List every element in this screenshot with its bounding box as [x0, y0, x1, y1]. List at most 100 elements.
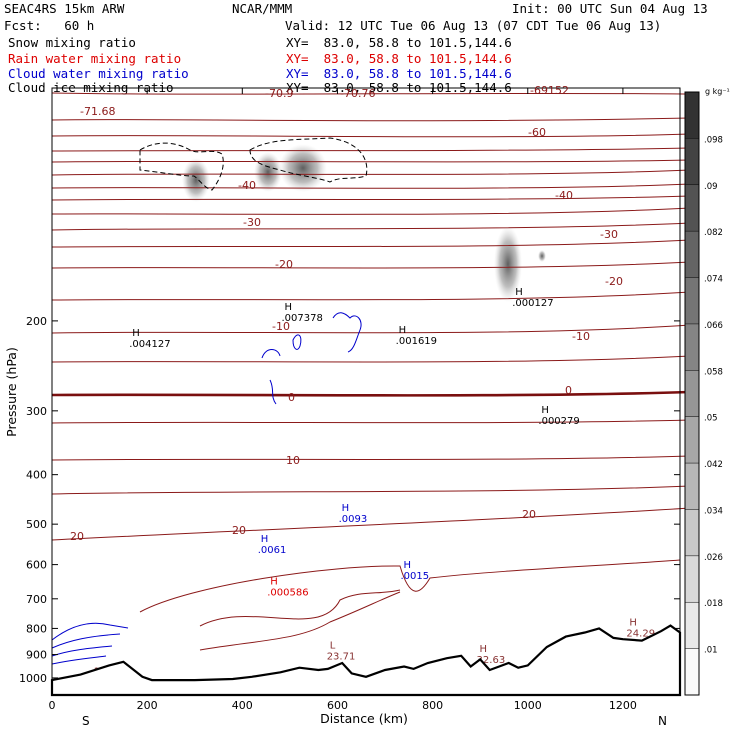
x-tick-label: 1000: [514, 699, 542, 712]
extremum-value: .0093: [339, 514, 368, 525]
mixing-ratio-shading: [182, 144, 546, 302]
colorbar-swatch: [685, 648, 699, 695]
x-tick-label: 800: [422, 699, 443, 712]
contour-label: 20: [522, 508, 536, 521]
extremum-marker: H: [285, 302, 293, 313]
colorbar-label: .042: [704, 460, 723, 470]
extremum-value: .000127: [512, 298, 553, 309]
isotherm: [51, 159, 691, 163]
isotherm: [51, 355, 691, 363]
y-tick-label: 900: [26, 649, 47, 662]
isotherm: [51, 507, 691, 541]
contour-label: 20: [70, 530, 84, 543]
isotherm: [51, 419, 691, 424]
x-tick-label: 200: [137, 699, 158, 712]
x-tick-label: 600: [327, 699, 348, 712]
extremum-marker: L: [330, 640, 336, 651]
contour-label: -60: [528, 126, 546, 139]
x-tick-label: 1200: [609, 699, 637, 712]
colorbar-label: .026: [704, 553, 723, 563]
axis-ticks: 0 200 400 600 800 1000 12002003004005006007008…: [19, 88, 680, 712]
isotherm: [51, 183, 691, 189]
colorbar-swatch: [685, 463, 699, 510]
cloud-contour: [51, 622, 129, 641]
isotherm-warm: [199, 591, 401, 651]
extremum-marker: H: [342, 503, 350, 514]
extremum-value: .000586: [267, 588, 308, 599]
colorbar-label: .05: [704, 414, 718, 424]
colorbar-label: .058: [704, 367, 723, 377]
isotherm-warm: [139, 559, 681, 613]
colorbar-swatch: [685, 323, 699, 371]
isotherm: [51, 485, 691, 495]
colorbar: .01 .018 .026 .034 .042 .05 .058 .066 .074 .082 .0…: [684, 91, 723, 696]
x-end-left: S: [82, 714, 90, 728]
shading-blob: [538, 250, 546, 262]
isotherm: [51, 324, 691, 334]
valid-time: Valid: 12 UTC Tue 06 Aug 13 (07 CDT Tue …: [285, 18, 662, 33]
axes-frame: [51, 87, 681, 696]
y-tick-label: 300: [26, 405, 47, 418]
contour-label: -70.76: [340, 87, 375, 100]
cloud-contour: [51, 645, 113, 657]
extremum-value: 32.63: [477, 655, 506, 666]
cloud-contour: [332, 312, 362, 353]
extremum-value: .0061: [258, 545, 287, 556]
colorbar-swatch: [685, 277, 699, 324]
colorbar-label: .034: [704, 506, 723, 516]
model-title: SEAC4RS 15km ARW: [4, 1, 125, 16]
contour-label: 10: [286, 454, 300, 467]
contour-label: 0: [565, 384, 572, 397]
extremum-marker: H: [270, 577, 278, 588]
colorbar-label: .018: [704, 599, 723, 609]
contour-label: -40: [238, 179, 256, 192]
extremum-marker: H: [541, 405, 549, 416]
field-cloud-name: Cloud water mixing ratio: [8, 66, 189, 81]
y-tick-label: 600: [26, 559, 47, 572]
contour-label: -30: [243, 216, 261, 229]
extremum-marker: H: [629, 618, 637, 629]
colorbar-swatch: [685, 370, 699, 417]
field-rain-xy: XY= 83.0, 58.8 to 101.5,144.6: [286, 51, 512, 66]
extrema-labels: H.004127H.007378H.001619H.000127H.000279…: [94, 287, 655, 678]
colorbar-swatch: [685, 509, 699, 556]
isotherm-warm: [199, 589, 401, 627]
contour-label: -10: [272, 320, 290, 333]
colorbar-swatch: [685, 92, 699, 139]
y-tick-label: 400: [26, 469, 47, 482]
temperature-contours: [51, 92, 691, 651]
extremum-marker: H: [403, 560, 411, 571]
colorbar-unit: g kg⁻¹: [705, 87, 730, 96]
isotherm-zero: [51, 390, 691, 397]
y-tick-label: 200: [26, 315, 47, 328]
contour-label: -20: [605, 275, 623, 288]
contour-label: -20: [275, 258, 293, 271]
snow-contours: [139, 137, 368, 191]
y-tick-label: 800: [26, 622, 47, 635]
extremum-value: .001619: [396, 336, 437, 347]
colorbar-label: .098: [704, 135, 723, 145]
colorbar-label: .082: [704, 228, 723, 238]
snow-contour: [249, 137, 368, 183]
cloud-contour: [51, 655, 107, 665]
field-rain-name: Rain water mixing ratio: [8, 51, 182, 66]
x-tick-label: 400: [232, 699, 253, 712]
shading-blob: [279, 144, 327, 192]
contour-label: -10: [572, 330, 590, 343]
extremum-value: .007378: [282, 313, 323, 324]
cloud-contour: [51, 633, 121, 649]
field-snow-xy: XY= 83.0, 58.8 to 101.5,144.6: [286, 35, 512, 50]
contour-label: 0: [288, 391, 295, 404]
y-tick-label: 500: [26, 518, 47, 531]
y-tick-label: 1000: [19, 672, 47, 685]
isotherm: [51, 291, 691, 301]
colorbar-swatch: [685, 138, 699, 185]
colorbar-frame: [684, 91, 700, 696]
field-snow-name: Snow mixing ratio: [8, 35, 136, 50]
colorbar-label: .09: [704, 182, 718, 192]
shading-blob: [254, 152, 282, 192]
contour-label: -69152: [530, 84, 569, 97]
x-axis-title: Distance (km): [320, 711, 408, 726]
field-cloud-xy: XY= 83.0, 58.8 to 101.5,144.6: [286, 66, 512, 81]
